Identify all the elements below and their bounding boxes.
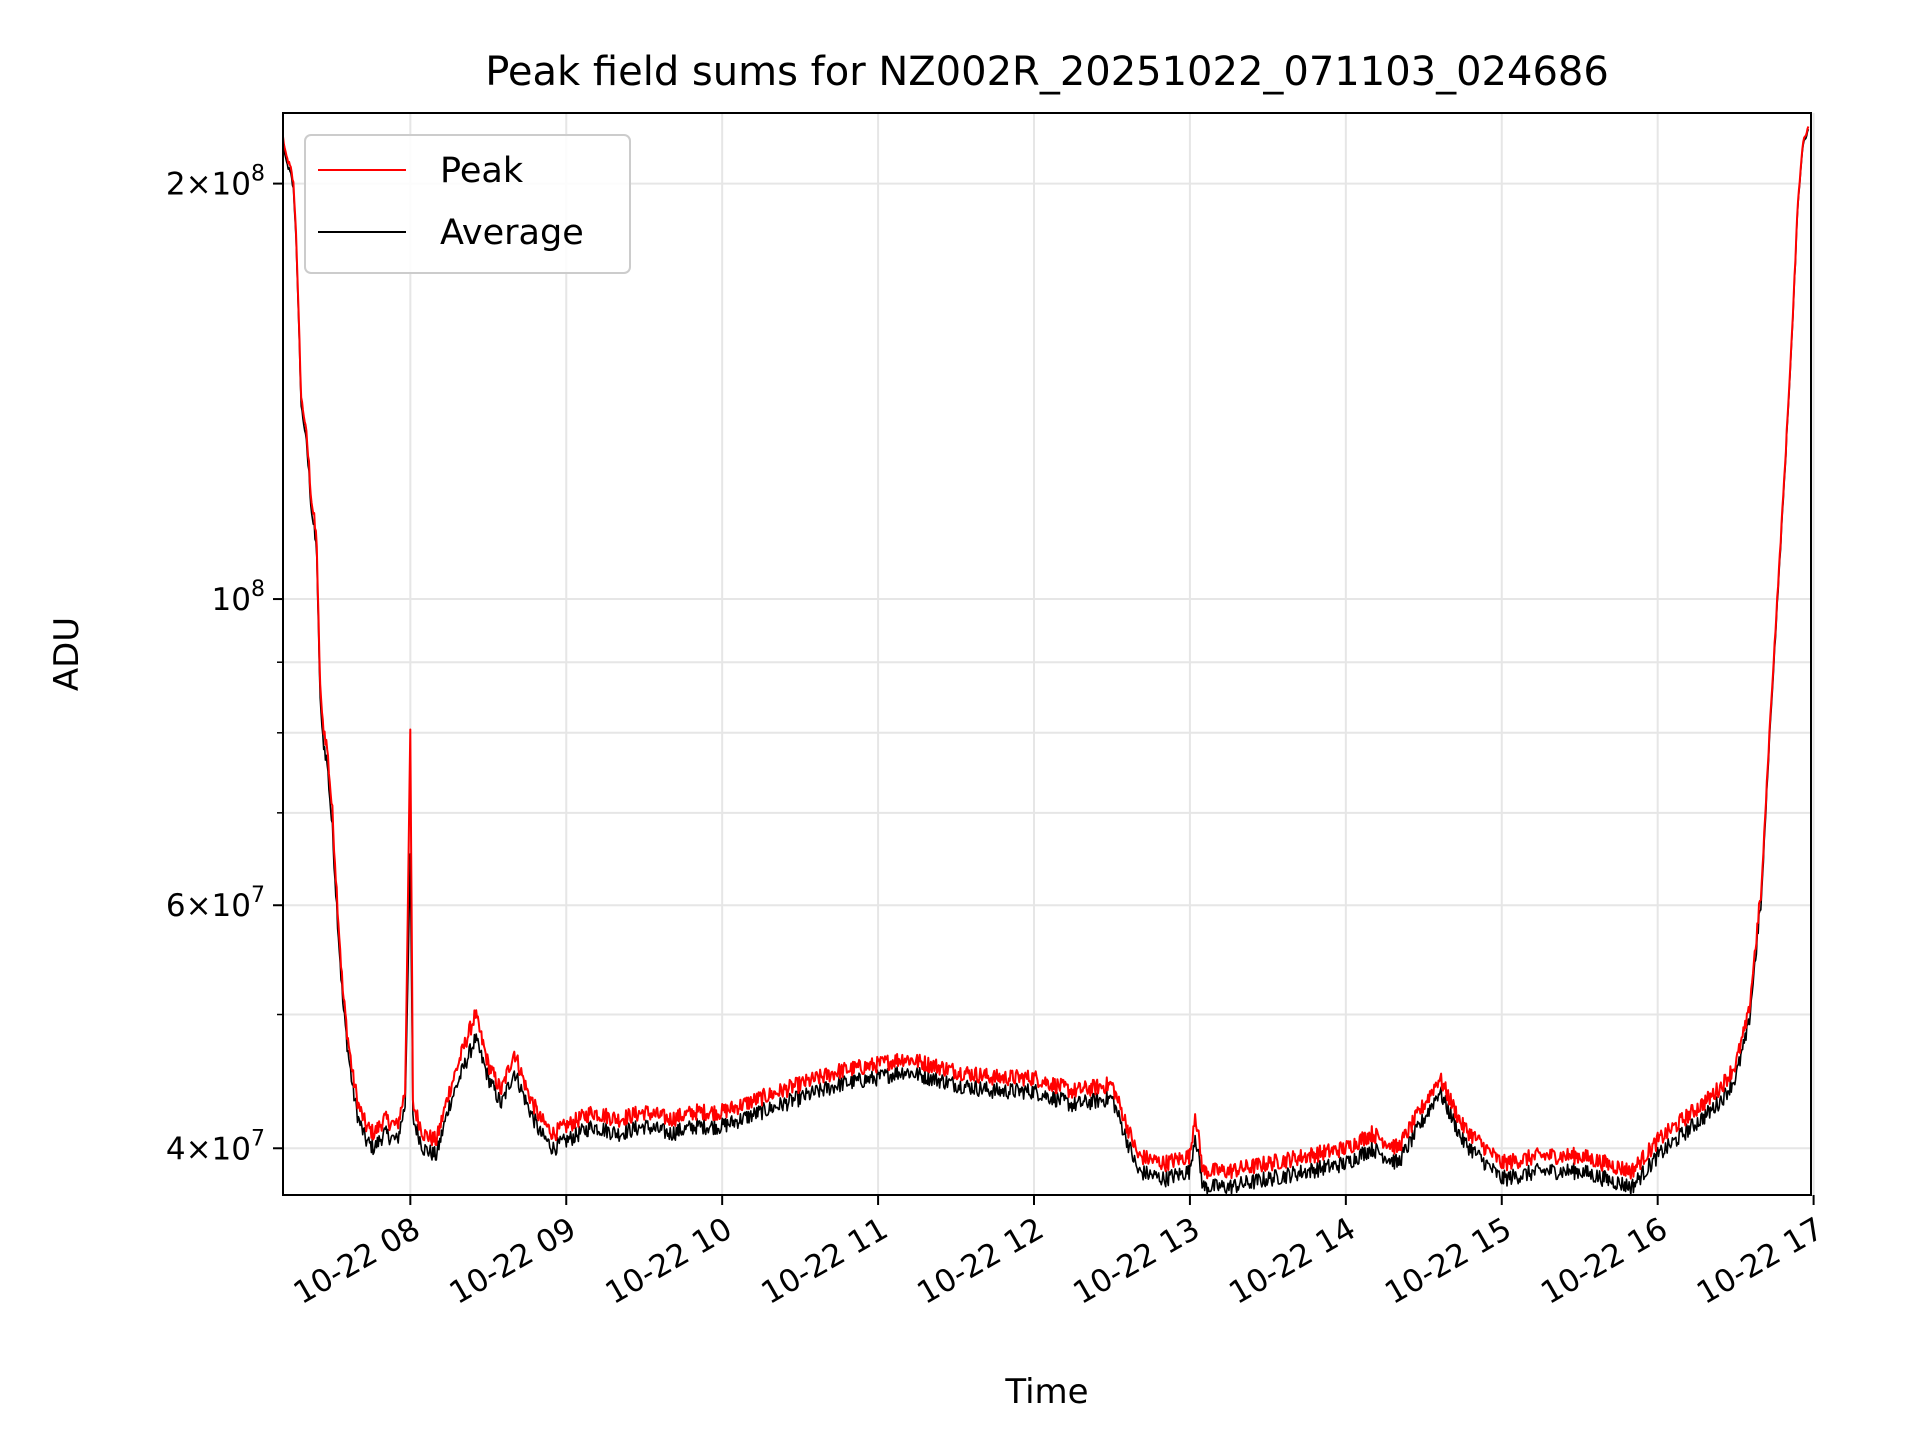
y-tick-ten: 10 xyxy=(212,1131,251,1167)
y-tick-exponent: 8 xyxy=(251,577,265,602)
y-tick-ten: 10 xyxy=(212,582,251,618)
y-tick-ten: 10 xyxy=(212,888,251,924)
legend-label-average: Average xyxy=(440,213,584,253)
series-lines xyxy=(283,126,1810,1195)
y-tick-exponent: 7 xyxy=(251,883,265,908)
y-tick-times: × xyxy=(186,1131,212,1167)
grid-lines xyxy=(283,113,1815,1195)
chart-title: Peak field sums for NZ002R_20251022_0711… xyxy=(485,49,1609,95)
y-tick-ten: 10 xyxy=(212,167,251,203)
y-tick-times: × xyxy=(186,888,212,924)
y-axis-label: ADU xyxy=(47,617,87,691)
y-tick-base: 6 xyxy=(166,888,186,924)
y-tick-base: 2 xyxy=(166,167,186,203)
y-tick-label: 2×108 xyxy=(166,162,265,203)
series-line-average xyxy=(283,128,1810,1195)
y-tick-exponent: 7 xyxy=(251,1126,265,1151)
legend-label-peak: Peak xyxy=(440,151,524,191)
x-axis-label: Time xyxy=(1004,1372,1088,1412)
plot-frame xyxy=(282,112,1812,1196)
y-tick-exponent: 8 xyxy=(251,162,265,187)
y-tick-times: × xyxy=(186,167,212,203)
series-line-peak xyxy=(283,126,1810,1180)
y-tick-base: 4 xyxy=(166,1131,186,1167)
legend: Peak Average xyxy=(304,134,631,274)
y-tick-label: 4×107 xyxy=(166,1126,265,1167)
y-tick-label: 108 xyxy=(212,577,265,618)
y-tick-label: 6×107 xyxy=(166,883,265,924)
